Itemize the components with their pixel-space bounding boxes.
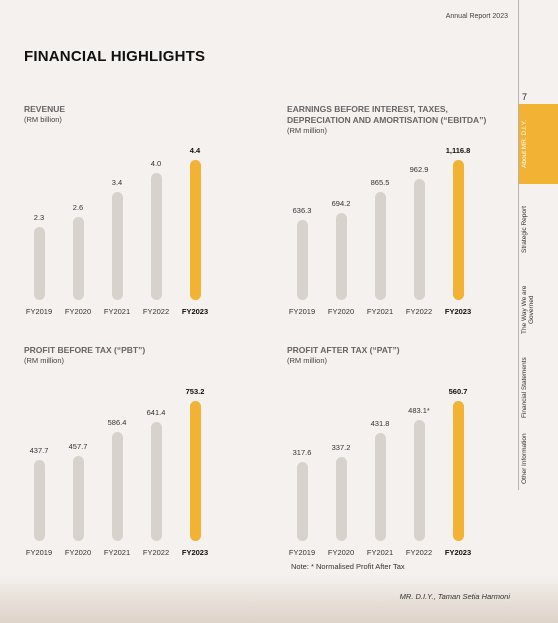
category-label: FY2019 [25,307,53,316]
category-label: FY2020 [327,548,355,557]
value-label: 753.2 [185,387,205,396]
value-label: 4.4 [189,146,201,155]
bar [296,461,308,541]
category-label: FY2022 [405,548,433,557]
page-number: 7 [522,92,528,102]
sidebar-line [518,0,519,490]
bar [413,179,425,300]
bar [189,401,201,541]
chart-subtitle: (RM million) [287,126,327,135]
chart-subtitle: (RM billion) [24,115,62,124]
tab[interactable]: About MR. D.I.Y. [521,120,528,168]
category-label: FY2019 [25,548,53,557]
value-label: 2.3 [33,212,45,222]
value-label: 865.5 [370,177,390,187]
tab[interactable]: The Way We are Governed [521,285,535,335]
category-label: FY2020 [64,307,92,316]
bar [374,191,386,300]
bar [72,217,84,300]
value-label: 636.3 [292,206,312,216]
category-label: FY2022 [142,307,170,316]
chart-title: PROFIT AFTER TAX (“PAT”) [287,345,400,355]
chart: PROFIT BEFORE TAX (“PBT”) (RM million) 437… [24,345,254,570]
value-label: 431.8 [370,419,390,429]
page-title: FINANCIAL HIGHLIGHTS [24,48,206,65]
bar [452,401,464,541]
bar [150,421,162,541]
category-label: FY2021 [103,548,131,557]
bar [335,456,347,541]
value-label: 3.4 [111,177,123,187]
bar [150,172,162,300]
bar [296,220,308,300]
photo [0,575,558,623]
bar [111,432,123,541]
value-label: 586.4 [107,418,127,427]
value-label: 483.1* [408,406,430,416]
photo-caption: MR. D.I.Y., Taman Setia Harmoni [399,592,510,601]
tab[interactable]: Financial Statements [521,357,528,418]
category-label: FY2022 [142,548,170,557]
bar [374,433,386,541]
chart-title: EARNINGS BEFORE INTEREST, TAXES, DEPRECI… [287,104,487,125]
value-label: 962.9 [409,165,429,175]
bar [33,459,45,541]
category-label: FY2021 [366,548,394,557]
value-label: 694.2 [331,198,351,208]
chart-subtitle: (RM million) [287,356,327,365]
bar [335,212,347,300]
category-label: FY2020 [64,548,92,557]
category-label: FY2023 [444,307,472,316]
bar [413,420,425,541]
chart-title: PROFIT BEFORE TAX (“PBT”) [24,345,146,355]
value-label: 4.0 [150,158,162,168]
bar [72,455,84,541]
value-label: 457.7 [68,441,88,451]
category-label: FY2023 [444,548,472,557]
tab[interactable]: Strategic Report [521,206,528,254]
chart: REVENUE (RM billion) 2.3 FY2019 2.6 FY2020 3.4… [24,104,254,329]
chart-subtitle: (RM million) [24,356,64,365]
category-label: FY2020 [327,307,355,316]
value-label: 437.7 [29,445,49,455]
tab[interactable]: Other Information [521,433,528,485]
bar [452,160,464,300]
bar [111,191,123,300]
value-label: 1,116.8 [445,146,471,155]
value-label: 2.6 [72,203,84,213]
category-label: FY2021 [103,307,131,316]
note: Note: * Normalised Profit After Tax [291,562,405,571]
value-label: 337.2 [331,442,351,452]
category-label: FY2019 [288,307,316,316]
category-label: FY2023 [181,307,209,316]
value-label: 641.4 [146,407,166,417]
value-label: 560.7 [448,387,468,396]
bar [189,160,201,300]
category-label: FY2019 [288,548,316,557]
category-label: FY2023 [181,548,209,557]
chart: EARNINGS BEFORE INTEREST, TAXES, DEPRECI… [287,104,517,329]
active-tab [519,104,558,184]
bar [33,226,45,300]
chart-title: REVENUE [24,104,66,114]
report-name: Annual Report 2023 [445,13,508,20]
value-label: 317.6 [292,447,312,457]
category-label: FY2021 [366,307,394,316]
category-label: FY2022 [405,307,433,316]
chart: PROFIT AFTER TAX (“PAT”) (RM million) 317.… [287,345,517,570]
